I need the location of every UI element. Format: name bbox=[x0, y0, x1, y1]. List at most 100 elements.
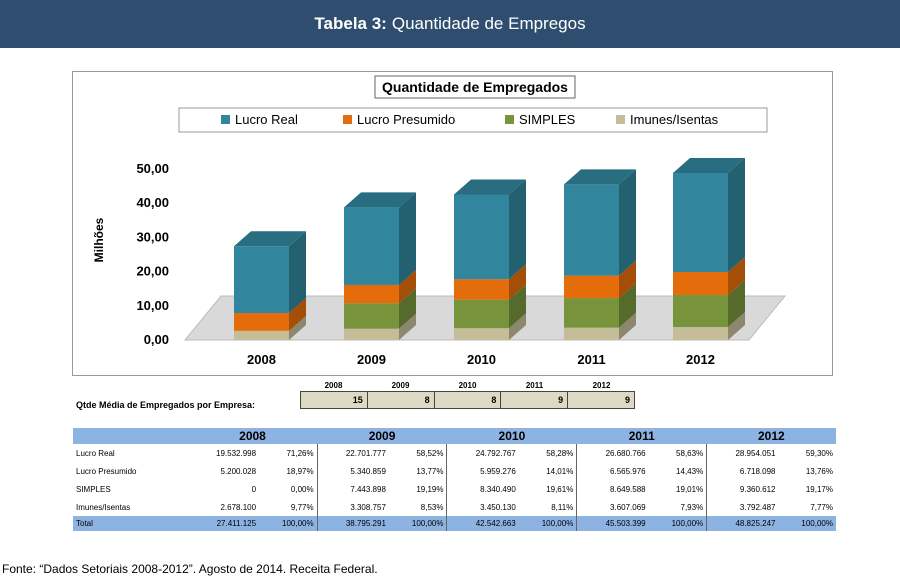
cell-value: 19.532.998 bbox=[216, 448, 257, 458]
bar-segment-side bbox=[509, 179, 526, 280]
table-row: Lucro Real 19.532.998 71,26% 22.701.777 58,5… bbox=[73, 444, 836, 462]
source-note: Fonte: “Dados Setoriais 2008-2012”. Agos… bbox=[2, 562, 378, 576]
legend-swatch bbox=[221, 115, 230, 124]
bar-segment-side bbox=[619, 169, 636, 276]
x-tick-label: 2010 bbox=[467, 352, 496, 367]
row-label: Imunes/Isentas bbox=[76, 502, 131, 512]
cell-percent: 58,52% bbox=[388, 444, 448, 462]
table-header-blank bbox=[73, 428, 188, 444]
bar-segment bbox=[454, 194, 509, 280]
bar-segment bbox=[344, 207, 399, 285]
cell-percent: 7,77% bbox=[810, 502, 833, 512]
y-tick-label: 30,00 bbox=[136, 229, 169, 244]
y-tick-label: 40,00 bbox=[136, 195, 169, 210]
cell-percent: 18,97% bbox=[259, 462, 318, 480]
table-row: SIMPLES 0 0,00% 7.443.898 19,19% 8.340.490 19,… bbox=[73, 480, 836, 498]
x-tick-label: 2011 bbox=[577, 352, 605, 367]
bar-segment bbox=[234, 313, 289, 331]
bar-segment bbox=[454, 299, 509, 329]
cell-value: 0 bbox=[251, 484, 257, 494]
cell-value: 3.308.757 bbox=[350, 502, 386, 512]
year-header: 2010 bbox=[446, 428, 577, 444]
bar-segment bbox=[344, 303, 399, 329]
legend-swatch bbox=[343, 115, 352, 124]
cell-value: 27.411.125 bbox=[187, 516, 260, 531]
cell-value: 22.701.777 bbox=[345, 448, 386, 458]
cell-percent: 19,01% bbox=[648, 480, 708, 498]
bar-segment-side bbox=[728, 158, 745, 273]
cell-value: 8.649.588 bbox=[610, 484, 646, 494]
header-title: Quantidade de Empregos bbox=[391, 14, 586, 33]
bar-segment bbox=[454, 328, 509, 340]
avg-value: 8 bbox=[367, 392, 435, 408]
bar-segment-side bbox=[728, 280, 745, 328]
legend-label: SIMPLES bbox=[519, 112, 576, 127]
legend-swatch bbox=[505, 115, 514, 124]
bar-segment bbox=[234, 246, 289, 314]
bar-top bbox=[344, 192, 416, 208]
employment-table: 2008 2009 2010 2011 2012 Lucro Real 19.53… bbox=[73, 428, 836, 531]
bar-segment bbox=[234, 330, 289, 340]
cell-value: 48.825.247 bbox=[706, 516, 779, 531]
bar-top bbox=[454, 179, 526, 195]
cell-percent: 7,93% bbox=[648, 498, 708, 516]
bar-segment-side bbox=[619, 283, 636, 328]
chart-title: Quantidade de Empregados bbox=[382, 79, 568, 95]
table-total-row: Total 27.411.125 100,00% 38.795.291 100,00% 4… bbox=[73, 516, 836, 531]
row-label: Lucro Real bbox=[76, 448, 115, 458]
cell-percent: 100,00% bbox=[518, 516, 578, 531]
cell-percent: 8,11% bbox=[518, 498, 578, 516]
cell-percent: 9,77% bbox=[259, 498, 318, 516]
bar-segment-side bbox=[399, 313, 416, 340]
cell-value: 3.607.069 bbox=[610, 502, 646, 512]
y-tick-label: 0,00 bbox=[144, 332, 169, 347]
cell-value: 6.718.098 bbox=[739, 466, 776, 476]
bar-segment-side bbox=[619, 312, 636, 340]
x-tick-label: 2008 bbox=[247, 352, 276, 367]
cell-value: 5.959.276 bbox=[480, 466, 516, 476]
page-header: Tabela 3: Quantidade de Empregos bbox=[0, 0, 900, 48]
x-tick-label: 2009 bbox=[357, 352, 386, 367]
avg-year: 2011 bbox=[525, 381, 544, 390]
cell-percent: 8,53% bbox=[388, 498, 448, 516]
row-label: SIMPLES bbox=[76, 484, 111, 494]
cell-value: 38.795.291 bbox=[317, 516, 389, 531]
year-header: 2009 bbox=[317, 428, 447, 444]
avg-value: 8 bbox=[434, 392, 502, 408]
cell-percent: 19,61% bbox=[518, 480, 578, 498]
avg-value: 15 bbox=[301, 392, 368, 408]
bar-segment-side bbox=[289, 231, 306, 314]
bar-segment-side bbox=[399, 288, 416, 329]
avg-year: 2012 bbox=[592, 381, 611, 390]
year-header: 2011 bbox=[576, 428, 707, 444]
bar-segment bbox=[673, 173, 728, 273]
table-header-row: 2008 2009 2010 2011 2012 bbox=[73, 428, 836, 444]
bar-segment bbox=[454, 279, 509, 300]
cell-value: 3.792.487 bbox=[739, 502, 776, 512]
avg-values-row: 15 8 8 9 9 bbox=[300, 391, 635, 409]
avg-employees-label: Qtde Média de Empregados por Empresa: bbox=[76, 400, 256, 410]
table-row: Imunes/Isentas 2.678.100 9,77% 3.308.757 8,5… bbox=[73, 498, 836, 516]
cell-value: 45.503.399 bbox=[576, 516, 649, 531]
cell-percent: 58,28% bbox=[518, 444, 578, 462]
cell-value: 8.340.490 bbox=[480, 484, 516, 494]
avg-value: 9 bbox=[501, 392, 569, 408]
cell-percent: 59,30% bbox=[805, 448, 833, 458]
y-tick-label: 20,00 bbox=[136, 264, 169, 279]
row-label: Lucro Presumido bbox=[76, 466, 137, 476]
x-tick-label: 2012 bbox=[686, 352, 715, 367]
cell-percent: 58,63% bbox=[648, 444, 708, 462]
cell-percent: 14,43% bbox=[648, 462, 708, 480]
cell-value: 5.200.028 bbox=[220, 466, 257, 476]
bar-segment bbox=[673, 272, 728, 296]
cell-percent: 100,00% bbox=[259, 516, 318, 531]
bar-segment-side bbox=[728, 312, 745, 340]
avg-year: 2009 bbox=[391, 381, 410, 390]
cell-value: 3.450.130 bbox=[480, 502, 516, 512]
cell-percent: 14,01% bbox=[518, 462, 578, 480]
cell-value: 42.542.663 bbox=[446, 516, 519, 531]
year-header: 2008 bbox=[187, 428, 318, 444]
y-tick-label: 10,00 bbox=[136, 298, 169, 313]
legend-label: Lucro Presumido bbox=[357, 112, 455, 127]
table-row: Lucro Presumido 5.200.028 18,97% 5.340.859 1… bbox=[73, 462, 836, 480]
